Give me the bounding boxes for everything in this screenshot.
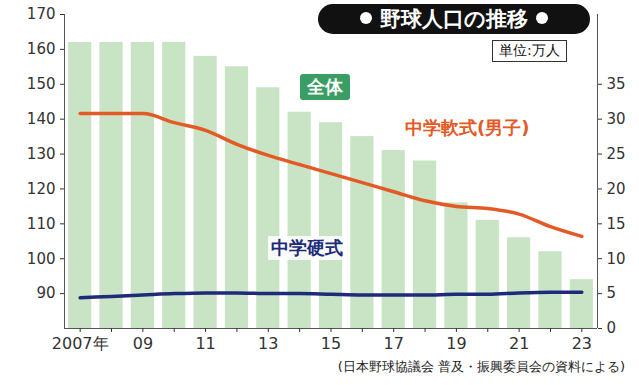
html-text:野球人口の推移: 野球人口の推移 [380,7,528,31]
svg-text:21: 21 [509,334,529,353]
svg-text:35: 35 [607,75,626,93]
svg-text:25: 25 [607,145,626,163]
svg-text:09: 09 [133,334,153,353]
svg-text:0: 0 [607,319,617,337]
svg-text:19: 19 [446,334,466,353]
svg-text:140: 140 [27,110,56,128]
svg-text:110: 110 [27,215,56,233]
svg-text:15: 15 [321,334,341,353]
svg-text:170: 170 [27,5,56,23]
svg-text:120: 120 [27,180,56,198]
html-text:中学硬式: 中学硬式 [271,237,343,258]
svg-text:11: 11 [195,334,215,353]
svg-text:17: 17 [384,334,404,353]
svg-text:30: 30 [607,110,626,128]
svg-text:15: 15 [607,215,626,233]
svg-text:10: 10 [607,250,626,268]
svg-text:13: 13 [258,334,278,353]
html-text:全体: 全体 [307,76,343,97]
svg-text:23: 23 [572,334,592,353]
html-text:(日本野球協議会 普及・振興委員会の資料による): (日本野球協議会 普及・振興委員会の資料による) [337,359,625,374]
svg-text:20: 20 [607,180,626,198]
svg-text:130: 130 [27,145,56,163]
svg-text:5: 5 [607,284,617,302]
svg-text:100: 100 [27,250,56,268]
svg-text:150: 150 [27,75,56,93]
html-text:単位:万人: 単位:万人 [499,42,560,58]
svg-text:2007年: 2007年 [52,334,109,353]
html-text:中学軟式(男子): 中学軟式(男子) [405,117,530,138]
svg-text:90: 90 [36,284,55,302]
svg-text:160: 160 [27,40,56,58]
